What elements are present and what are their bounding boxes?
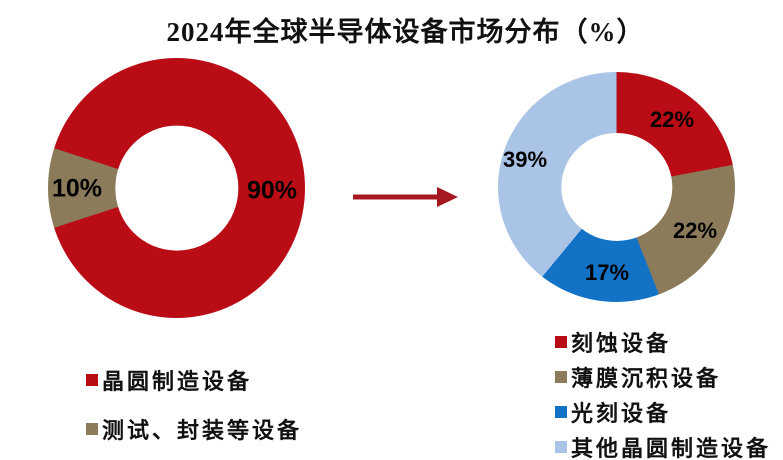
donut-chart-wafer-fab-breakdown <box>498 72 735 302</box>
legend-wafer-fab-breakdown: 刻蚀设备 薄膜沉积设备 光刻设备 其他晶圆制造设备 <box>555 329 771 460</box>
chart-title: 2024年全球半导体设备市场分布（%） <box>166 17 645 47</box>
legend-item-test-packaging-equipment: 测试、封装等设备 <box>86 415 302 443</box>
data-label-deposition-22: 22% <box>672 218 718 243</box>
data-label-test-packaging-10: 10% <box>51 174 103 203</box>
legend-label-deposition-equipment: 薄膜沉积设备 <box>571 366 722 391</box>
legend-overall-market: 晶圆制造设备 测试、封装等设备 <box>86 366 302 443</box>
legend-label-wafer-fab-equipment: 晶圆制造设备 <box>102 369 253 394</box>
legend-item-lithography-equipment: 光刻设备 <box>555 399 771 426</box>
legend-marker-light-blue-icon <box>555 441 567 453</box>
legend-label-etch-equipment: 刻蚀设备 <box>571 331 672 356</box>
legend-label-other-wafer-fab-equipment: 其他晶圆制造设备 <box>571 436 772 460</box>
legend-item-other-wafer-fab-equipment: 其他晶圆制造设备 <box>555 434 771 460</box>
legend-marker-red-icon <box>555 336 567 348</box>
legend-item-wafer-fab-equipment: 晶圆制造设备 <box>86 366 302 394</box>
legend-label-test-packaging-equipment: 测试、封装等设备 <box>102 418 303 443</box>
legend-marker-blue-icon <box>555 406 567 418</box>
data-label-lithography-17: 17% <box>584 260 630 285</box>
data-label-other-39: 39% <box>502 147 548 172</box>
legend-item-deposition-equipment: 薄膜沉积设备 <box>555 364 771 391</box>
arrow-right-icon <box>353 187 458 207</box>
legend-label-lithography-equipment: 光刻设备 <box>571 401 672 426</box>
data-label-etch-22: 22% <box>649 107 695 132</box>
data-label-wafer-fab-90: 90% <box>246 176 298 205</box>
legend-marker-tan-icon <box>86 423 98 435</box>
legend-item-etch-equipment: 刻蚀设备 <box>555 329 771 356</box>
donut-chart-overall-market <box>48 58 305 318</box>
legend-marker-red-icon <box>86 374 98 386</box>
legend-marker-tan-icon <box>555 371 567 383</box>
